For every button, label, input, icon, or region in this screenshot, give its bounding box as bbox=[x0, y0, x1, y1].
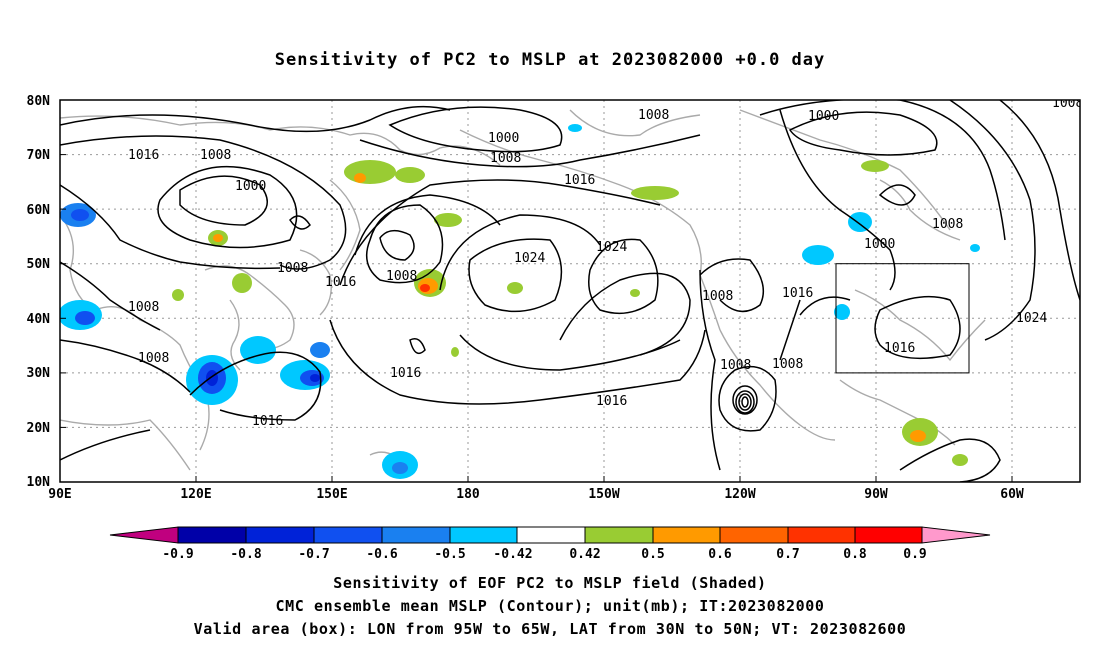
caption-line-3: Valid area (box): LON from 95W to 65W, L… bbox=[193, 620, 907, 638]
lat-label: 20N bbox=[27, 421, 51, 436]
lat-label: 80N bbox=[27, 94, 51, 109]
contour-label: 1008 bbox=[138, 351, 169, 366]
lon-label: 180 bbox=[456, 487, 480, 502]
axis-ticks bbox=[60, 99, 1013, 482]
contour-label: 1008 bbox=[932, 217, 963, 232]
colorbar-cell bbox=[719, 526, 789, 544]
map-title: Sensitivity of PC2 to MSLP at 2023082000… bbox=[274, 50, 826, 70]
contour-label: 1016 bbox=[884, 341, 915, 356]
lat-label: 60N bbox=[27, 203, 51, 218]
contour-label: 1008 bbox=[200, 148, 231, 163]
colorbar-cell bbox=[381, 526, 451, 544]
lat-label: 10N bbox=[27, 475, 51, 490]
colorbar-cell bbox=[787, 526, 856, 544]
contour-label: 1008 bbox=[1052, 96, 1083, 111]
lat-label: 70N bbox=[27, 148, 51, 163]
contour-label: 1008 bbox=[702, 289, 733, 304]
colorbar-label: 0.8 bbox=[843, 547, 867, 562]
colorbar-label: 0.5 bbox=[641, 547, 664, 562]
contour-label: 1008 bbox=[638, 108, 669, 123]
contour-label: 1016 bbox=[564, 173, 595, 188]
colorbar-cell bbox=[449, 526, 518, 544]
colorbar-label: 0.9 bbox=[903, 547, 926, 562]
caption-line-2: CMC ensemble mean MSLP (Contour); unit(m… bbox=[275, 597, 825, 615]
colorbar-label: -0.6 bbox=[366, 547, 397, 562]
contour-label: 1008 bbox=[490, 151, 521, 166]
colorbar-label: -0.5 bbox=[434, 547, 465, 562]
lon-label: 120E bbox=[180, 487, 211, 502]
contour-label: 1008 bbox=[128, 300, 159, 315]
colorbar-label: -0.7 bbox=[298, 547, 329, 562]
colorbar-label: -0.42 bbox=[493, 547, 532, 562]
lat-label: 40N bbox=[27, 312, 51, 327]
colorbar-cell bbox=[177, 526, 247, 544]
contour-label: 1024 bbox=[1016, 311, 1047, 326]
colorbar-label: 0.6 bbox=[708, 547, 732, 562]
caption-line-1: Sensitivity of EOF PC2 to MSLP field (Sh… bbox=[333, 574, 767, 592]
contour-label: 1016 bbox=[390, 366, 421, 381]
colorbar-label: 0.42 bbox=[569, 547, 600, 562]
lon-label: 120W bbox=[724, 487, 755, 502]
colorbar-labels: -0.9 -0.8 -0.7 -0.6 -0.5 -0.42 0.42 0.5 … bbox=[162, 547, 926, 562]
lon-label: 60W bbox=[1000, 487, 1024, 502]
contour-label: 1016 bbox=[782, 286, 813, 301]
latitude-labels: 80N 70N 60N 50N 40N 30N 20N 10N bbox=[27, 94, 51, 490]
contour-label: 1016 bbox=[252, 414, 283, 429]
mslp-contours bbox=[60, 100, 1080, 482]
colorbar-cell bbox=[921, 526, 991, 544]
lon-label: 150W bbox=[588, 487, 619, 502]
contour-label: 1008 bbox=[277, 261, 308, 276]
contour-label: 1008 bbox=[386, 269, 417, 284]
contour-label: 1024 bbox=[514, 251, 545, 266]
contour-labels: 1008 1000 1008 1016 1008 1000 1016 1008 … bbox=[128, 96, 1083, 429]
contour-label: 1000 bbox=[488, 131, 519, 146]
map-frame bbox=[59, 99, 1081, 483]
colorbar bbox=[109, 526, 991, 544]
contour-label: 1016 bbox=[128, 148, 159, 163]
contour-label: 1008 bbox=[720, 358, 751, 373]
contour-label: 1008 bbox=[772, 357, 803, 372]
lon-label: 150E bbox=[316, 487, 347, 502]
contour-label: 1000 bbox=[864, 237, 895, 252]
colorbar-cell bbox=[109, 526, 179, 544]
colorbar-cell bbox=[652, 526, 721, 544]
lon-label: 90E bbox=[48, 487, 71, 502]
colorbar-cell bbox=[854, 526, 923, 544]
colorbar-cell bbox=[516, 526, 586, 544]
sensitivity-shading bbox=[60, 124, 980, 479]
longitude-labels: 90E 120E 150E 180 150W 120W 90W 60W bbox=[48, 487, 1024, 502]
valid-area-box bbox=[835, 263, 970, 374]
contour-label: 1016 bbox=[596, 394, 627, 409]
contour-label: 1000 bbox=[235, 179, 266, 194]
colorbar-label: -0.8 bbox=[230, 547, 261, 562]
lon-label: 90W bbox=[864, 487, 888, 502]
lat-label: 30N bbox=[27, 366, 51, 381]
contour-label: 1024 bbox=[596, 240, 627, 255]
colorbar-label: -0.9 bbox=[162, 547, 193, 562]
lat-label: 50N bbox=[27, 257, 51, 272]
colorbar-cell bbox=[313, 526, 383, 544]
contour-label: 1016 bbox=[325, 275, 356, 290]
contour-label: 1000 bbox=[808, 109, 839, 124]
colorbar-cell bbox=[584, 526, 654, 544]
colorbar-cell bbox=[245, 526, 315, 544]
colorbar-label: 0.7 bbox=[776, 547, 799, 562]
